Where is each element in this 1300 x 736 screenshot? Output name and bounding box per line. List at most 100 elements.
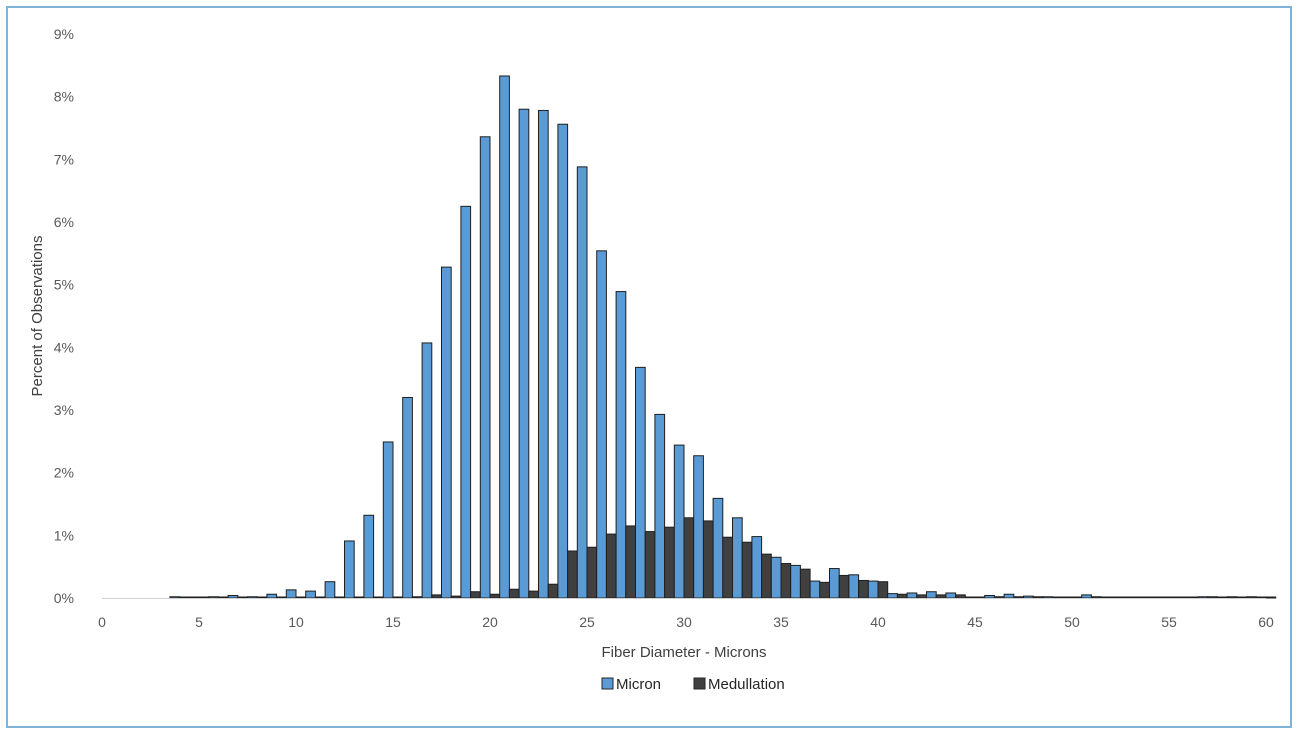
- bar-micron: [867, 580, 879, 599]
- bar-medullation: [1168, 596, 1180, 599]
- bar-micron: [285, 589, 297, 599]
- x-tick-label: 45: [967, 614, 983, 630]
- bar-micron: [732, 517, 743, 599]
- y-tick-label: 2%: [54, 465, 74, 481]
- bar-medullation: [838, 574, 850, 599]
- bar-medullation: [586, 546, 598, 599]
- bar-micron: [654, 413, 666, 599]
- bar-medullation: [353, 596, 365, 599]
- bar-micron: [1217, 596, 1228, 599]
- legend-swatch-micron: [601, 677, 614, 690]
- bar-medullation: [683, 517, 695, 599]
- bar-medullation: [411, 596, 423, 599]
- y-tick-label: 1%: [54, 527, 74, 543]
- x-tick-label: 10: [288, 614, 304, 630]
- bar-micron: [266, 593, 278, 599]
- bar-medullation: [1052, 596, 1063, 599]
- bar-micron: [1236, 596, 1248, 599]
- bar-medullation: [276, 596, 287, 599]
- bar-medullation: [916, 594, 927, 599]
- bar-medullation: [450, 595, 462, 599]
- bar-medullation: [1110, 596, 1122, 599]
- bar-medullation: [780, 563, 792, 599]
- bar-micron: [382, 441, 394, 599]
- bar-medullation: [1265, 596, 1277, 599]
- bar-medullation: [605, 533, 617, 599]
- bar-micron: [247, 596, 258, 599]
- bar-medullation: [644, 531, 656, 599]
- chart-svg: 0% 1% 2% 3% 4% 5% 6% 7% 8% 9% 0 5 10 15 20 25 30 35 40 45 5…: [29, 26, 1277, 693]
- y-tick-label: 6%: [54, 214, 74, 230]
- bar-micron: [964, 596, 976, 599]
- bar-medullation: [470, 591, 481, 599]
- bar-medullation: [431, 594, 442, 599]
- bar-micron: [208, 596, 219, 599]
- y-tick-label: 7%: [54, 151, 74, 167]
- bar-medullation: [1013, 596, 1024, 599]
- bar-medullation: [1207, 596, 1219, 599]
- bar-medullation: [334, 596, 345, 599]
- bar-medullation: [256, 596, 268, 599]
- bar-medullation: [819, 581, 830, 599]
- bar-medullation: [489, 593, 501, 599]
- bar-micron: [926, 591, 937, 599]
- bar-medullation: [935, 594, 947, 599]
- bar-micron: [596, 250, 607, 599]
- bar-medullation: [722, 536, 733, 599]
- x-tick-label: 30: [676, 614, 692, 630]
- x-tick-label: 50: [1064, 614, 1080, 630]
- bar-medullation: [1226, 596, 1238, 599]
- bar-medullation: [799, 568, 811, 599]
- y-tick-label: 8%: [54, 89, 74, 105]
- y-tick-label: 3%: [54, 402, 74, 418]
- bar-medullation: [625, 525, 636, 599]
- bar-micron: [945, 592, 957, 599]
- bar-medullation: [664, 526, 675, 599]
- bar-micron: [402, 396, 413, 599]
- x-axis-ticks: 0 5 10 15 20 25 30 35 40 45 50 55 60: [98, 614, 1274, 630]
- bar-medullation: [198, 596, 210, 599]
- bar-micron: [1158, 596, 1170, 599]
- x-tick-label: 15: [385, 614, 401, 630]
- bar-micron: [1178, 596, 1189, 599]
- bar-medullation: [877, 581, 889, 599]
- bar-micron: [344, 540, 355, 599]
- legend-label-medullation: Medullation: [708, 676, 785, 693]
- bar-micron: [227, 594, 239, 599]
- bars: [169, 75, 1277, 599]
- y-tick-label: 4%: [54, 339, 74, 355]
- x-tick-label: 0: [98, 614, 106, 630]
- bar-micron: [887, 593, 898, 599]
- bar-medullation: [217, 596, 229, 599]
- x-tick-label: 40: [870, 614, 886, 630]
- bar-medullation: [858, 579, 869, 599]
- bar-micron: [169, 596, 181, 599]
- y-tick-label: 9%: [54, 26, 74, 42]
- bar-micron: [1197, 596, 1209, 599]
- bar-medullation: [955, 594, 966, 599]
- bar-medullation: [896, 593, 908, 599]
- bar-medullation: [547, 583, 559, 599]
- bar-micron: [1081, 594, 1092, 599]
- bar-medullation: [974, 596, 986, 599]
- bar-micron: [363, 514, 375, 599]
- x-tick-label: 20: [482, 614, 498, 630]
- bar-micron: [635, 366, 646, 599]
- bar-medullation: [1090, 596, 1102, 599]
- x-tick-label: 55: [1161, 614, 1177, 630]
- y-tick-label: 0%: [54, 590, 74, 606]
- x-tick-label: 5: [195, 614, 203, 630]
- bar-micron: [188, 596, 200, 599]
- bar-micron: [1120, 596, 1131, 599]
- bar-medullation: [993, 596, 1005, 599]
- bar-medullation: [761, 553, 772, 599]
- bar-micron: [1023, 595, 1034, 599]
- legend: Micron Medullation: [601, 676, 785, 693]
- bar-micron: [1255, 596, 1267, 599]
- bar-medullation: [1149, 596, 1160, 599]
- bar-medullation: [1246, 596, 1257, 599]
- bar-micron: [1061, 596, 1073, 599]
- bar-medullation: [1032, 596, 1044, 599]
- bar-micron: [479, 136, 491, 599]
- bar-micron: [790, 564, 801, 599]
